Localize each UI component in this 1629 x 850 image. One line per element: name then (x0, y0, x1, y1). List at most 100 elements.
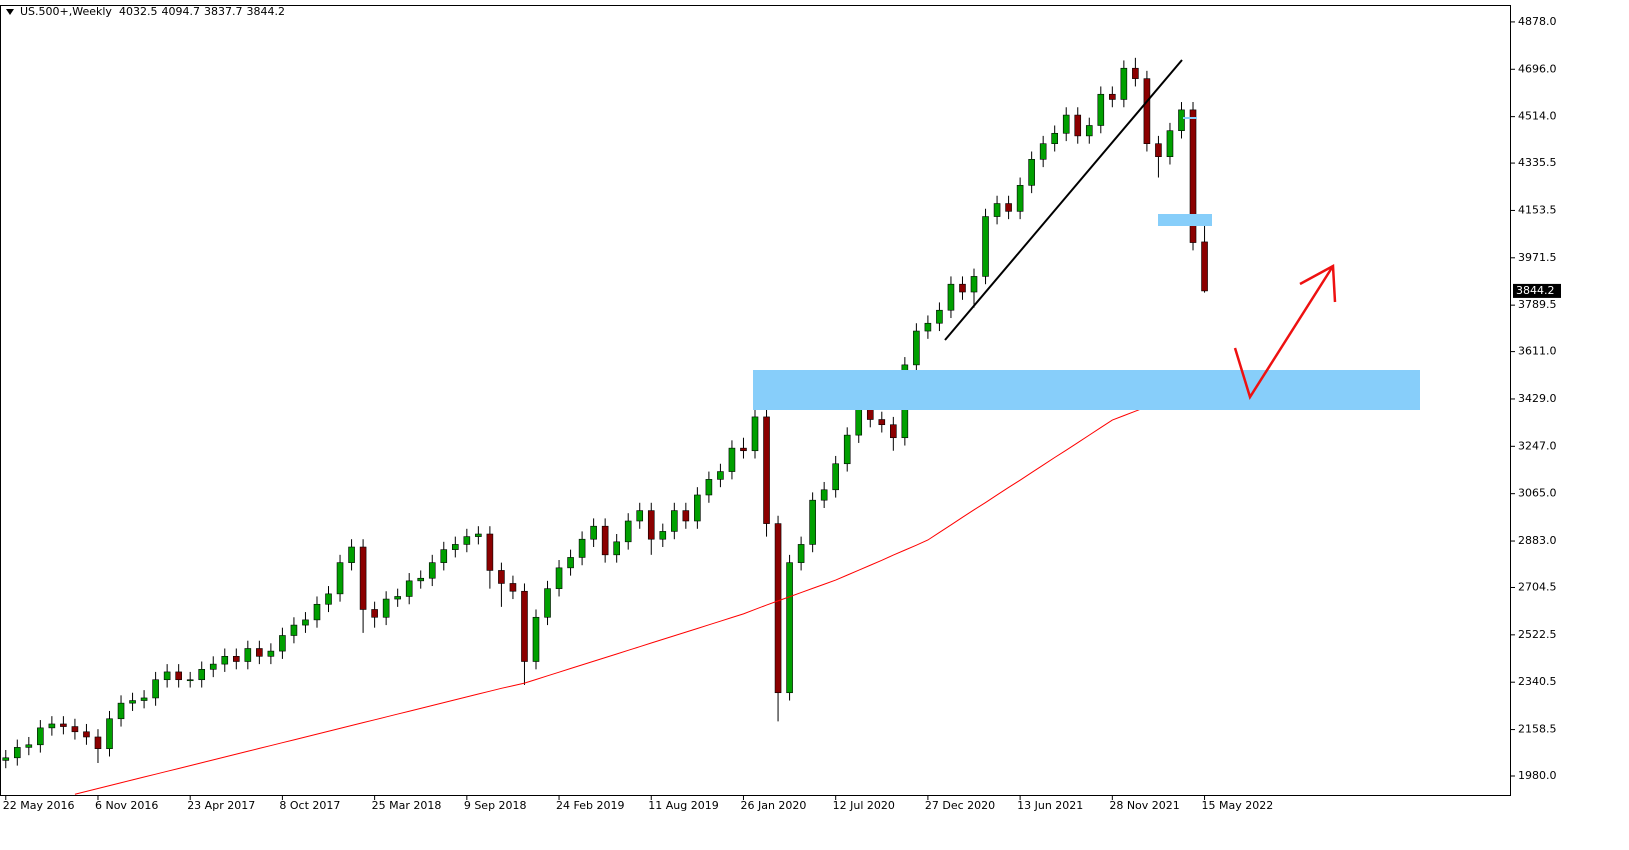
y-tick-label: 3971.5 (1518, 251, 1557, 264)
candle-body (1085, 125, 1093, 137)
small-zone (1158, 214, 1212, 226)
candle-body (1028, 159, 1035, 186)
candle-body (452, 544, 459, 550)
y-tick-label: 4696.0 (1518, 62, 1557, 75)
candle-body (694, 494, 701, 522)
candle-body (256, 648, 263, 657)
x-tick-label: 27 Dec 2020 (925, 799, 995, 812)
candle-body (544, 588, 551, 618)
candle-body (1005, 203, 1012, 212)
candle-body (636, 510, 644, 522)
y-tick-label: 2522.5 (1518, 628, 1557, 641)
x-tick-label: 28 Nov 2021 (1109, 799, 1179, 812)
candle-body (1166, 130, 1174, 158)
x-tick-label: 22 May 2016 (3, 799, 75, 812)
candle-body (982, 216, 989, 277)
candle-body (1051, 132, 1058, 144)
candle-body (843, 434, 851, 465)
candle-body (1143, 78, 1151, 144)
y-tick-label: 3065.0 (1518, 487, 1557, 500)
candle-body (163, 671, 171, 681)
candle-body (394, 596, 401, 600)
low-value: 3837.7 (204, 5, 243, 18)
candle-body (117, 702, 125, 720)
candle-body (913, 330, 920, 366)
last-price-box (1513, 283, 1561, 298)
candle-body (993, 203, 1001, 217)
y-tick-label: 4153.5 (1518, 203, 1557, 216)
candle-body (521, 590, 528, 662)
x-tick-label: 26 Jan 2020 (740, 799, 806, 812)
candle-body (613, 541, 620, 556)
last-price-label: 3844.2 (1516, 284, 1555, 297)
candle-body (797, 544, 805, 563)
y-tick-label: 3429.0 (1518, 392, 1557, 405)
y-tick-label: 3247.0 (1518, 439, 1557, 452)
candle-body (348, 546, 355, 563)
candle-body (1132, 67, 1139, 79)
candle-body (94, 736, 102, 749)
candle-body (2, 757, 10, 761)
candle-body (763, 416, 770, 524)
y-tick-label: 3789.5 (1518, 298, 1557, 311)
candle-body (440, 549, 448, 563)
candle-body (705, 479, 713, 496)
x-tick-label: 24 Feb 2019 (556, 799, 624, 812)
candle-body (498, 570, 505, 584)
candle-body (832, 463, 839, 491)
y-tick-label: 4335.5 (1518, 156, 1557, 169)
candle-body (463, 536, 471, 545)
menu-triangle (6, 9, 14, 15)
support-zone (753, 370, 1420, 410)
x-tick-label: 12 Jul 2020 (833, 799, 895, 812)
candle-body (555, 567, 563, 589)
x-tick-label: 13 Jun 2021 (1017, 799, 1083, 812)
x-tick-label: 9 Sep 2018 (464, 799, 527, 812)
trendline (944, 59, 1183, 341)
candle-body (786, 562, 793, 694)
candle-body (728, 447, 736, 472)
candle-body (820, 489, 828, 501)
projection-arrow (1233, 265, 1335, 400)
candle-body (647, 510, 655, 540)
candle-body (740, 447, 747, 452)
candle-body (947, 283, 955, 311)
candle-body (25, 744, 33, 748)
candle-body (486, 533, 494, 571)
moving-average (74, 384, 1205, 795)
chart-header: US.500+,Weekly 4032.5 4094.7 3837.7 3844.2 (20, 5, 285, 18)
candle-body (186, 679, 194, 682)
y-tick-label: 4878.0 (1518, 15, 1557, 28)
candle-body (175, 671, 182, 681)
arrow-head (1299, 263, 1337, 303)
candle-body (671, 510, 678, 532)
candle-body (244, 648, 252, 662)
y-tick-label: 2883.0 (1518, 534, 1557, 547)
x-tick-label: 23 Apr 2017 (187, 799, 255, 812)
candle-body (475, 533, 482, 537)
y-tick-label: 2158.5 (1518, 723, 1557, 736)
candle-body (1016, 185, 1024, 212)
y-tick-label: 4514.0 (1518, 110, 1557, 123)
candle-body (1201, 241, 1208, 292)
x-tick-label: 15 May 2022 (1202, 799, 1274, 812)
y-tick-label: 1980.0 (1518, 769, 1557, 782)
candle-body (1189, 109, 1197, 243)
candle-body (567, 557, 574, 569)
candle-body (624, 520, 632, 543)
symbol: US.500+,Weekly (20, 5, 112, 18)
candle-body (682, 510, 690, 522)
candle-body (140, 697, 148, 701)
candle-body (325, 593, 332, 605)
candle-body (152, 679, 159, 699)
candle-body (1039, 143, 1047, 160)
candle-body (1062, 114, 1070, 134)
candle-body (60, 723, 67, 727)
candle-body (590, 525, 597, 540)
candle-body (279, 635, 286, 652)
candle-body (959, 283, 966, 293)
x-tick-label: 8 Oct 2017 (279, 799, 340, 812)
candle-body (751, 416, 759, 452)
